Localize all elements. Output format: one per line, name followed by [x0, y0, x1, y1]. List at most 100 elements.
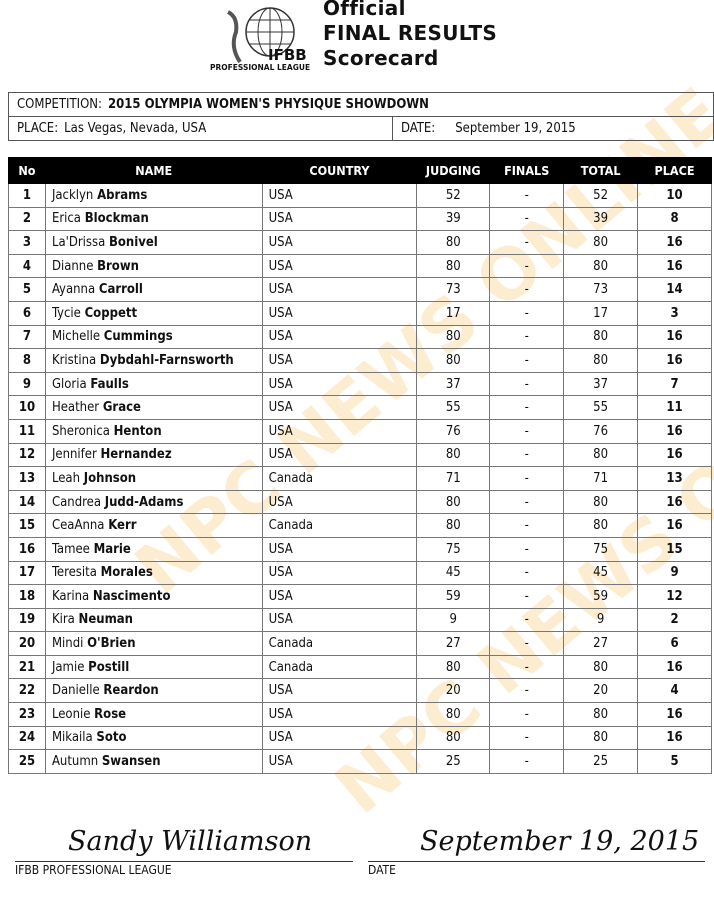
athlete-name: Kristina Dybdahl-Farnsworth [44, 348, 263, 373]
entry-number: 2 [8, 206, 46, 232]
finals-score: - [489, 371, 565, 397]
placing: 16 [637, 654, 712, 680]
total-score: 45 [563, 560, 639, 586]
total-score: 80 [563, 442, 639, 468]
judging-score: 55 [416, 395, 491, 420]
country: Canada [261, 631, 418, 656]
total-score: 76 [563, 418, 639, 444]
placing: 16 [637, 489, 712, 515]
entry-number: 24 [8, 725, 46, 751]
first-name: Tycie [51, 305, 81, 321]
first-name: Sheronica [51, 423, 110, 439]
document-title: Official FINAL RESULTS Scorecard [323, 0, 497, 71]
signature-line [15, 861, 353, 862]
entry-number: 22 [8, 678, 46, 704]
finals-score: - [489, 324, 565, 350]
athlete-name: Mindi O'Brien [44, 631, 263, 656]
last-name: Carroll [98, 282, 143, 298]
placing: 16 [637, 418, 712, 444]
first-name: Danielle [51, 683, 100, 699]
athlete-name: Candrea Judd-Adams [44, 489, 263, 515]
finals-score: - [489, 206, 565, 232]
first-name: La'Drissa [51, 234, 106, 250]
table-row: 25 Autumn Swansen USA 25-25 5 [8, 749, 712, 774]
last-name: Bonivel [108, 234, 158, 250]
athlete-name: Jacklyn Abrams [44, 183, 263, 208]
first-name: Kristina [51, 352, 97, 368]
table-row: 24 Mikaila Soto USA 80-80 16 [8, 725, 712, 751]
entry-number: 1 [8, 183, 46, 208]
athlete-name: Jamie Postill [44, 654, 263, 680]
judging-score: 52 [416, 183, 491, 208]
country: USA [261, 230, 418, 255]
first-name: Ayanna [51, 282, 96, 298]
finals-score: - [489, 607, 565, 633]
total-score: 20 [563, 678, 639, 704]
country: USA [261, 277, 418, 302]
country: USA [261, 442, 418, 468]
table-row: 9 Gloria Faulls USA 37-37 7 [8, 371, 712, 397]
competition-label: COMPETITION: [17, 97, 102, 112]
athlete-name: Heather Grace [44, 395, 263, 420]
entry-number: 13 [8, 466, 46, 491]
athlete-name: Karina Nascimento [44, 584, 263, 609]
judging-score: 37 [416, 371, 491, 397]
total-score: 37 [563, 371, 639, 397]
last-name: O'Brien [87, 636, 136, 652]
country: USA [261, 183, 418, 208]
judging-score: 80 [416, 230, 491, 255]
placing: 16 [637, 230, 712, 255]
athlete-name: Sheronica Henton [44, 418, 263, 444]
country: Canada [261, 654, 418, 680]
placing: 16 [637, 253, 712, 279]
judging-score: 80 [416, 725, 491, 751]
table-row: 20 Mindi O'Brien Canada 27-27 6 [8, 631, 712, 656]
date-line-label: DATE [368, 863, 396, 877]
first-name: Teresita [51, 565, 97, 581]
placing: 4 [637, 678, 712, 704]
table-row: 1 Jacklyn Abrams USA 52-52 10 [8, 183, 712, 208]
first-name: Mikaila [51, 730, 93, 746]
last-name: Faulls [90, 376, 129, 392]
first-name: Leonie [51, 706, 91, 722]
first-name: Dianne [51, 258, 94, 274]
judging-score: 9 [416, 607, 491, 633]
finals-score: - [489, 183, 565, 208]
total-score: 80 [563, 702, 639, 727]
ifbb-logo: IFBB PROFESSIONAL LEAGUE [208, 2, 318, 72]
total-score: 80 [563, 489, 639, 515]
first-name: Tamee [51, 541, 90, 557]
last-name: Coppett [84, 305, 138, 321]
column-header: TOTAL [563, 157, 639, 184]
signed-date: September 19, 2015 [420, 826, 700, 857]
results-table: No NAME COUNTRY JUDGING FINALS TOTAL PLACE 1 Ja… [8, 157, 712, 774]
entry-number: 4 [8, 253, 46, 279]
athlete-name: Autumn Swansen [44, 749, 263, 774]
judging-score: 75 [416, 536, 491, 562]
country: USA [261, 348, 418, 373]
table-row: 21 Jamie Postill Canada 80-80 16 [8, 654, 712, 680]
finals-score: - [489, 749, 565, 774]
last-name: Dybdahl-Farnsworth [99, 352, 234, 368]
last-name: Hernandez [100, 447, 172, 463]
total-score: 80 [563, 253, 639, 279]
athlete-name: Gloria Faulls [44, 371, 263, 397]
total-score: 80 [563, 348, 639, 373]
table-row: 8 Kristina Dybdahl-Farnsworth USA 80-80 16 [8, 348, 712, 373]
total-score: 80 [563, 230, 639, 255]
placing: 16 [637, 324, 712, 350]
country: Canada [261, 513, 418, 538]
judging-score: 71 [416, 466, 491, 491]
judging-score: 80 [416, 348, 491, 373]
first-name: Jennifer [51, 447, 97, 463]
country: USA [261, 678, 418, 704]
total-score: 52 [563, 183, 639, 208]
finals-score: - [489, 300, 565, 326]
first-name: Leah [51, 470, 81, 486]
table-row: 4 Dianne Brown USA 80-80 16 [8, 253, 712, 279]
first-name: Mindi [51, 636, 84, 652]
entry-number: 5 [8, 277, 46, 302]
entry-number: 17 [8, 560, 46, 586]
athlete-name: Ayanna Carroll [44, 277, 263, 302]
finals-score: - [489, 466, 565, 491]
